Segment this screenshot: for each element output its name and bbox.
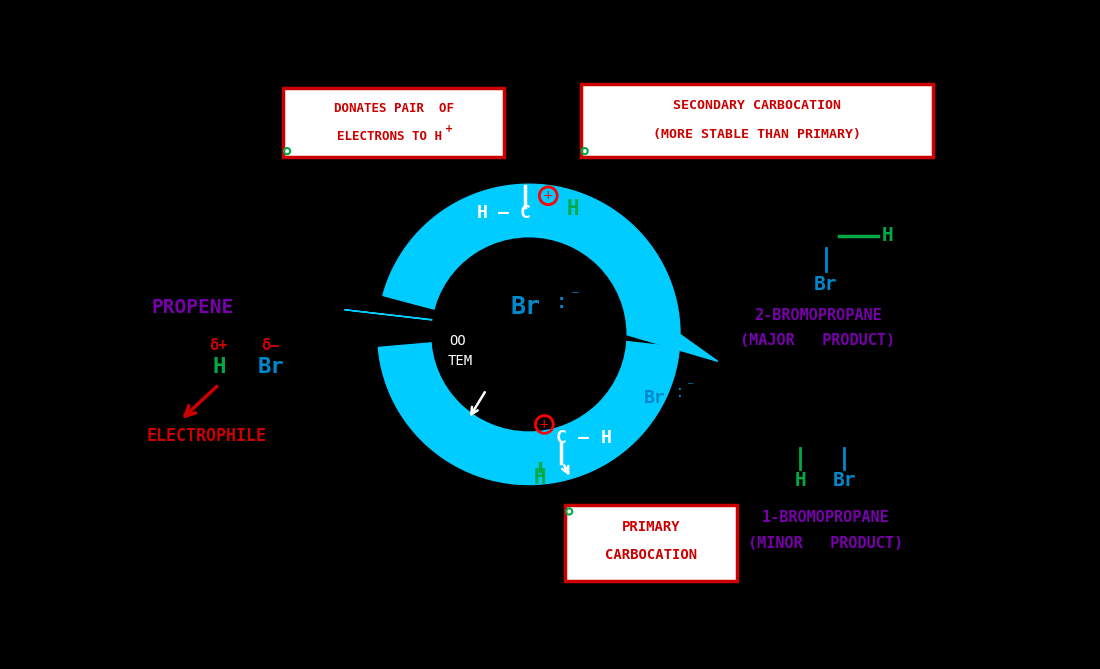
Text: PROPENE: PROPENE: [152, 298, 233, 317]
Text: ELECTROPHILE: ELECTROPHILE: [146, 427, 267, 445]
Text: C: C: [519, 204, 530, 221]
Text: PRIMARY: PRIMARY: [621, 520, 681, 534]
Text: SECONDARY CARBOCATION: SECONDARY CARBOCATION: [673, 99, 842, 112]
Text: H: H: [477, 204, 487, 221]
Text: δ–: δ–: [262, 339, 279, 353]
Polygon shape: [383, 184, 718, 361]
Text: (MAJOR   PRODUCT): (MAJOR PRODUCT): [740, 333, 895, 348]
Text: —: —: [578, 429, 588, 448]
Text: +: +: [543, 189, 553, 202]
Text: :: :: [678, 383, 683, 401]
Text: 1-BROMOPROPANE: 1-BROMOPROPANE: [762, 510, 890, 525]
Circle shape: [432, 238, 626, 431]
Text: H: H: [534, 468, 546, 488]
Text: ⁻: ⁻: [686, 380, 694, 394]
Text: (MINOR   PRODUCT): (MINOR PRODUCT): [748, 537, 903, 551]
Text: H: H: [794, 471, 806, 490]
Text: (MORE STABLE THAN PRIMARY): (MORE STABLE THAN PRIMARY): [653, 128, 861, 140]
Text: C: C: [556, 429, 566, 448]
Text: Br: Br: [833, 471, 856, 490]
Text: TEM: TEM: [448, 355, 473, 369]
Text: Br: Br: [644, 389, 666, 407]
Text: :: :: [554, 292, 568, 312]
Text: Br: Br: [257, 357, 284, 377]
FancyBboxPatch shape: [565, 505, 737, 581]
Text: H: H: [566, 199, 580, 219]
Text: Br: Br: [814, 275, 837, 294]
Text: H: H: [882, 226, 893, 246]
Text: ⁻: ⁻: [571, 287, 580, 305]
Polygon shape: [344, 310, 680, 484]
Text: Br: Br: [510, 296, 540, 319]
Text: —: —: [498, 204, 508, 221]
Text: ELECTRONS TO H: ELECTRONS TO H: [338, 130, 442, 143]
Text: 2-BROMOPROPANE: 2-BROMOPROPANE: [755, 308, 882, 322]
FancyBboxPatch shape: [283, 88, 504, 157]
Text: +: +: [539, 418, 550, 431]
Text: H: H: [212, 357, 226, 377]
Text: H: H: [601, 429, 612, 448]
Text: DONATES PAIR  OF: DONATES PAIR OF: [333, 102, 453, 115]
Text: CARBOCATION: CARBOCATION: [605, 549, 697, 563]
Text: δ+: δ+: [210, 339, 228, 353]
Text: +: +: [446, 124, 453, 134]
FancyBboxPatch shape: [581, 84, 934, 157]
Text: OO: OO: [449, 334, 466, 347]
